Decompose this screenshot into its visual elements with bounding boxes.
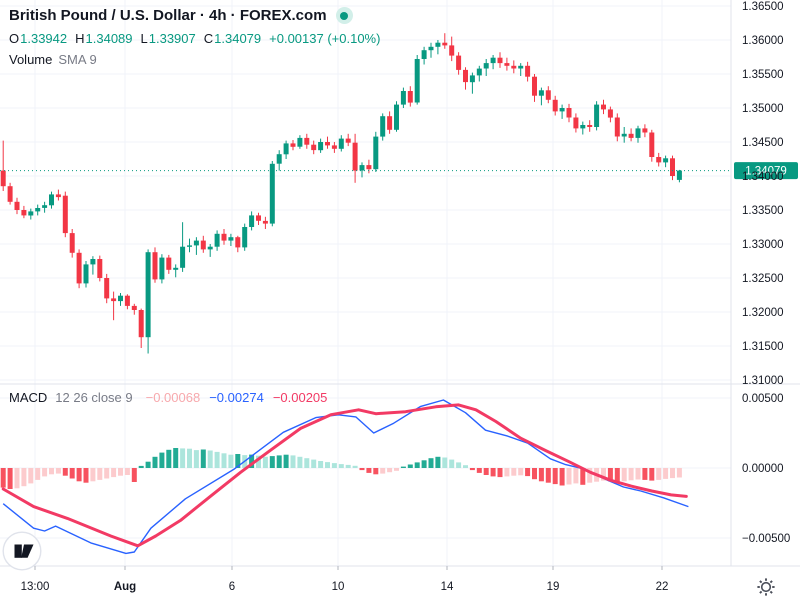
svg-text:1.34079: 1.34079 (745, 166, 787, 178)
svg-text:6: 6 (229, 581, 235, 593)
svg-text:1.35000: 1.35000 (742, 103, 784, 115)
macd-signal-line (1, 403, 688, 548)
macd-histogram (0, 448, 682, 489)
svg-text:1.32500: 1.32500 (742, 273, 784, 285)
logo-circle (2, 531, 42, 571)
gear-hub (760, 581, 772, 593)
timezone-gear-icon[interactable] (755, 576, 777, 598)
svg-text:0.00000: 0.00000 (742, 463, 784, 475)
symbol-legend: British Pound / U.S. Dollar · 4h · FOREX… (9, 6, 380, 68)
ohlc-row: O1.33942 H1.34089 L1.33907 C1.34079 +0.0… (9, 31, 380, 47)
status-dot-inner (340, 11, 349, 20)
symbol-title-row: British Pound / U.S. Dollar · 4h · FOREX… (9, 6, 380, 25)
svg-text:1.31500: 1.31500 (742, 341, 784, 353)
svg-text:1.36500: 1.36500 (742, 1, 784, 13)
svg-text:1.33500: 1.33500 (742, 205, 784, 217)
macd-line-value: −0.00274 (209, 390, 264, 405)
volume-label: Volume (9, 52, 53, 67)
tradingview-logo[interactable] (2, 531, 42, 571)
macd-name: MACD (9, 390, 48, 405)
macd-params: 12 26 close 9 (55, 390, 133, 405)
svg-text:1.34500: 1.34500 (742, 137, 784, 149)
open-value: O1.33942 (9, 31, 68, 46)
macd-legend[interactable]: MACD 12 26 close 9 −0.00068 −0.00274 −0.… (9, 390, 327, 405)
svg-text:1.32000: 1.32000 (742, 307, 784, 319)
high-value: H1.34089 (75, 31, 133, 46)
time-axis[interactable]: 13:00 Aug 6 10 14 19 22 (21, 566, 669, 593)
svg-text:1.31000: 1.31000 (742, 375, 784, 387)
gear-teeth (757, 578, 775, 596)
low-value: L1.33907 (140, 31, 196, 46)
tv-glyph (14, 544, 34, 558)
svg-text:19: 19 (547, 581, 560, 593)
svg-text:0.00500: 0.00500 (742, 393, 784, 405)
svg-text:1.36000: 1.36000 (742, 35, 784, 47)
macd-values: −0.00068 −0.00274 −0.00205 (146, 390, 328, 405)
symbol-title[interactable]: British Pound / U.S. Dollar · 4h · FOREX… (9, 7, 327, 24)
candlestick-series (0, 33, 682, 354)
macd-signal-value: −0.00205 (272, 390, 328, 405)
svg-text:−0.00500: −0.00500 (742, 533, 790, 545)
svg-text:1.33000: 1.33000 (742, 239, 784, 251)
macd-hist-value: −0.00068 (145, 390, 201, 405)
svg-text:22: 22 (656, 581, 669, 593)
svg-text:13:00: 13:00 (21, 581, 50, 593)
svg-text:Aug: Aug (114, 581, 136, 593)
svg-text:1.35500: 1.35500 (742, 69, 784, 81)
close-value: C1.34079 (203, 31, 262, 46)
svg-text:1.34000: 1.34000 (742, 171, 784, 183)
price-axis[interactable]: 1.36500 1.36000 1.35500 1.35000 1.34500 1.340… (742, 1, 784, 387)
market-status-icon[interactable] (335, 7, 353, 24)
change-value: +0.00137 (+0.10%) (269, 31, 381, 46)
svg-text:14: 14 (441, 581, 454, 593)
gridlines (0, 0, 731, 566)
svg-text:10: 10 (332, 581, 345, 593)
volume-legend[interactable]: Volume SMA 9 (9, 52, 380, 68)
macd-axis[interactable]: 0.00500 0.00000 −0.00500 (742, 393, 790, 545)
last-price-badge: 1.34079 (734, 162, 798, 180)
volume-param: SMA 9 (58, 52, 97, 67)
